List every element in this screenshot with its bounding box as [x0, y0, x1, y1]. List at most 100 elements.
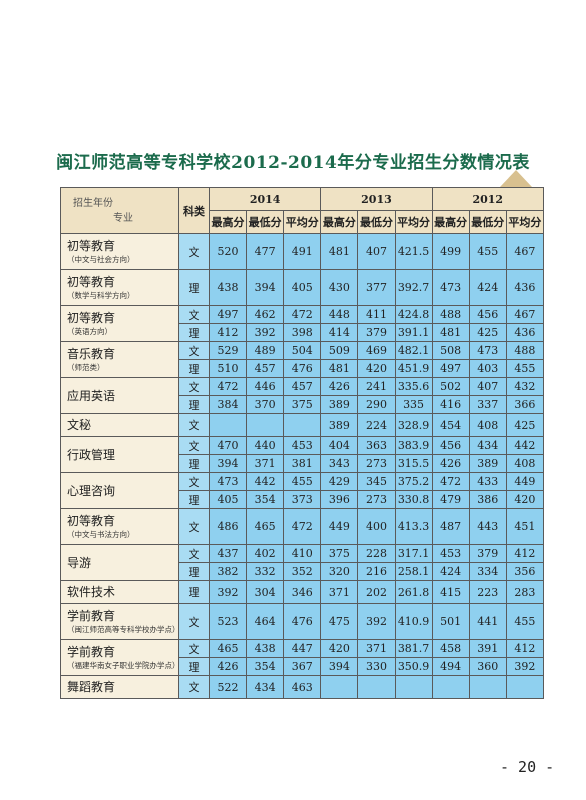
- major-name: 学前教育: [67, 645, 116, 659]
- score-cell: 436: [505, 269, 544, 306]
- score-cell: 469: [357, 341, 396, 360]
- score-cell: 467: [505, 305, 544, 324]
- category-cell: 理: [178, 580, 210, 604]
- category-cell: 理: [178, 454, 210, 473]
- score-cell: 453: [431, 544, 470, 563]
- score-cell: 352: [283, 562, 322, 581]
- category-cell: 文: [178, 341, 210, 360]
- score-cell: 449: [505, 472, 544, 491]
- score-cell: 366: [505, 395, 544, 414]
- sub-header: 平均分: [394, 210, 433, 234]
- score-cell: 414: [320, 323, 359, 342]
- score-cell: 386: [468, 490, 507, 509]
- score-cell: 223: [468, 580, 507, 604]
- score-cell: 354: [246, 490, 285, 509]
- score-cell: 415: [431, 580, 470, 604]
- score-cell: 392.7: [394, 269, 433, 306]
- category-cell: 文: [178, 413, 210, 437]
- sub-header: 最高分: [320, 210, 359, 234]
- page-number: - 20 -: [500, 758, 555, 776]
- score-cell: 346: [283, 580, 322, 604]
- score-cell: 455: [283, 472, 322, 491]
- score-cell: 389: [320, 413, 359, 437]
- score-cell: 403: [468, 359, 507, 378]
- score-cell: 363: [357, 436, 396, 455]
- score-cell: 411: [357, 305, 396, 324]
- score-cell: 345: [357, 472, 396, 491]
- score-cell: 436: [505, 323, 544, 342]
- major-cell: 初等教育 （数学与科学方向）: [60, 269, 179, 306]
- data-row: 理 426 354 367 394 330 350.9 494 360 392: [61, 657, 544, 676]
- score-cell: 481: [320, 233, 359, 270]
- data-row: 行政管理 文 470 440 453 404 363 383.9 456 434 442: [60, 436, 544, 473]
- data-row: 学前教育 （福建华南女子职业学院办学点） 文 465 438 447 420 371 381.7…: [60, 639, 544, 676]
- score-cell: 356: [505, 562, 544, 581]
- score-cell: 273: [357, 490, 396, 509]
- major-name: 行政管理: [67, 447, 116, 462]
- score-cell: 488: [505, 341, 544, 360]
- score-cell: 400: [357, 508, 396, 545]
- score-cell: 499: [431, 233, 470, 270]
- major-cell: 学前教育 （闽江师范高等专科学校办学点）: [60, 603, 179, 640]
- score-cell: 394: [320, 657, 359, 676]
- score-cell: 481: [431, 323, 470, 342]
- empty-cell: [394, 675, 433, 699]
- major-note: （中文与社会方向）: [67, 255, 135, 264]
- major-cell: 学前教育 （福建华南女子职业学院办学点）: [60, 639, 179, 676]
- major-cell: 舞蹈教育: [60, 675, 179, 699]
- score-cell: 433: [468, 472, 507, 491]
- data-row: 软件技术 理 392 304 346 371 202 261.8 415 223 283: [60, 580, 544, 604]
- score-cell: 379: [468, 544, 507, 563]
- category-cell: 文: [178, 603, 210, 640]
- major-name: 学前教育: [67, 609, 116, 623]
- score-cell: 477: [246, 233, 285, 270]
- score-cell: 383.9: [394, 436, 433, 455]
- score-cell: 455: [468, 233, 507, 270]
- score-cell: 438: [208, 269, 248, 306]
- page-title: 闽江师范高等专科学校2012-2014年分专业招生分数情况表: [56, 153, 530, 173]
- score-cell: 455: [505, 603, 544, 640]
- category-cell: 理: [178, 562, 210, 581]
- sub-header: 最低分: [246, 210, 285, 234]
- score-cell: 420: [357, 359, 396, 378]
- corner-cell: 招生年份 专业: [60, 187, 179, 234]
- category-cell: 理: [178, 395, 210, 414]
- score-cell: 509: [320, 341, 359, 360]
- score-cell: 407: [357, 233, 396, 270]
- score-cell: 446: [246, 377, 285, 396]
- major-name: 文秘: [67, 418, 92, 432]
- score-cell: 408: [505, 454, 544, 473]
- score-cell: 520: [208, 233, 248, 270]
- score-cell: 412: [505, 544, 544, 563]
- corner-bottom: 专业: [113, 212, 133, 224]
- data-row: 舞蹈教育 文 522 434 463: [60, 675, 544, 699]
- empty-cell: [357, 675, 396, 699]
- score-cell: 458: [431, 639, 470, 658]
- data-row: 初等教育 （英语方向） 文 497 462 472 448 411 424.8 488 456 467: [60, 305, 544, 342]
- score-cell: 482.1: [394, 341, 433, 360]
- score-cell: 462: [246, 305, 285, 324]
- major-cell: 心理咨询: [60, 472, 179, 509]
- sub-header: 最低分: [357, 210, 396, 234]
- score-cell: 425: [505, 413, 544, 437]
- score-cell: 510: [208, 359, 248, 378]
- score-cell: 354: [246, 657, 285, 676]
- score-cell: 334: [468, 562, 507, 581]
- data-row: 初等教育 （中文与社会方向） 文 520 477 491 481 407 421.5 499 455…: [60, 233, 544, 270]
- category-cell: 文: [178, 639, 210, 658]
- score-cell: 426: [208, 657, 248, 676]
- empty-cell: [283, 413, 322, 437]
- score-cell: 405: [208, 490, 248, 509]
- score-cell: 405: [283, 269, 322, 306]
- score-cell: 447: [283, 639, 322, 658]
- category-cell: 理: [178, 657, 210, 676]
- data-row: 理 382 332 352 320 216 258.1 424 334 356: [61, 562, 544, 581]
- score-cell: 379: [357, 323, 396, 342]
- score-cell: 443: [468, 508, 507, 545]
- score-cell: 434: [246, 675, 285, 699]
- data-row: 理 405 354 373 396 273 330.8 479 386 420: [61, 490, 544, 509]
- major-name: 初等教育: [67, 275, 116, 289]
- major-note: （英语方向）: [67, 327, 112, 336]
- score-cell: 438: [246, 639, 285, 658]
- score-cell: 304: [246, 580, 285, 604]
